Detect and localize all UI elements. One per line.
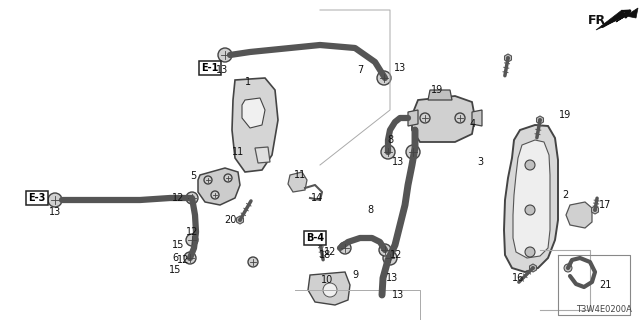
Text: 6: 6 (172, 253, 178, 263)
Circle shape (248, 257, 258, 267)
Text: 1: 1 (245, 77, 251, 87)
Circle shape (379, 244, 391, 256)
Text: 7: 7 (357, 65, 363, 75)
Text: 17: 17 (599, 200, 611, 210)
Polygon shape (529, 264, 536, 272)
Text: 13: 13 (216, 65, 228, 75)
Text: 4: 4 (470, 119, 476, 129)
Circle shape (455, 113, 465, 123)
Text: B-4: B-4 (306, 233, 324, 243)
Circle shape (186, 192, 198, 204)
Circle shape (506, 56, 509, 60)
Circle shape (525, 205, 535, 215)
Text: 15: 15 (169, 265, 181, 275)
Circle shape (525, 247, 535, 257)
Polygon shape (591, 206, 598, 214)
Text: 13: 13 (394, 63, 406, 73)
Polygon shape (232, 78, 278, 172)
Polygon shape (288, 172, 307, 192)
Text: E-3: E-3 (28, 193, 45, 203)
Circle shape (186, 234, 198, 246)
Polygon shape (198, 168, 240, 205)
Text: E-1: E-1 (202, 63, 219, 73)
Circle shape (420, 113, 430, 123)
Text: 19: 19 (431, 85, 443, 95)
Polygon shape (428, 90, 452, 100)
Circle shape (184, 252, 196, 264)
Text: 12: 12 (177, 255, 189, 265)
Text: T3W4E0200A: T3W4E0200A (576, 305, 632, 314)
Text: 15: 15 (172, 240, 184, 250)
Polygon shape (255, 147, 270, 163)
Text: 13: 13 (392, 290, 404, 300)
Circle shape (377, 71, 391, 85)
Circle shape (593, 208, 596, 212)
Circle shape (383, 251, 397, 265)
Text: 12: 12 (172, 193, 184, 203)
Text: 21: 21 (599, 280, 611, 290)
Text: 9: 9 (352, 270, 358, 280)
Text: 16: 16 (512, 273, 524, 283)
Circle shape (239, 219, 242, 222)
Polygon shape (317, 238, 323, 246)
Polygon shape (412, 96, 475, 142)
Circle shape (538, 118, 541, 122)
Polygon shape (408, 110, 418, 126)
Text: 20: 20 (224, 215, 236, 225)
Text: 8: 8 (367, 205, 373, 215)
Text: 13: 13 (386, 273, 398, 283)
Polygon shape (536, 116, 543, 124)
Circle shape (531, 266, 534, 269)
Polygon shape (237, 216, 243, 224)
Text: 10: 10 (321, 275, 333, 285)
Text: 11: 11 (294, 170, 306, 180)
Polygon shape (504, 54, 511, 62)
Circle shape (564, 264, 572, 272)
Polygon shape (513, 140, 550, 258)
Polygon shape (566, 202, 592, 228)
Text: FR.: FR. (588, 13, 611, 27)
Text: 5: 5 (190, 171, 196, 181)
Text: 3: 3 (477, 157, 483, 167)
Circle shape (319, 240, 322, 244)
Text: 8: 8 (387, 135, 393, 145)
Circle shape (204, 176, 212, 184)
Circle shape (406, 145, 420, 159)
Circle shape (525, 160, 535, 170)
Circle shape (339, 242, 351, 254)
Text: 13: 13 (392, 157, 404, 167)
Text: 2: 2 (562, 190, 568, 200)
Text: 12: 12 (390, 250, 402, 260)
Circle shape (48, 193, 62, 207)
Circle shape (218, 48, 232, 62)
Polygon shape (308, 272, 350, 305)
Text: 13: 13 (49, 207, 61, 217)
Text: 14: 14 (311, 193, 323, 203)
Circle shape (224, 174, 232, 182)
Circle shape (211, 191, 219, 199)
Polygon shape (472, 110, 482, 126)
Text: 12: 12 (186, 227, 198, 237)
Text: 18: 18 (319, 250, 331, 260)
Polygon shape (504, 125, 558, 272)
Circle shape (323, 283, 337, 297)
Polygon shape (596, 8, 638, 30)
Text: 19: 19 (559, 110, 571, 120)
Polygon shape (242, 98, 265, 128)
Circle shape (381, 145, 395, 159)
Text: 12: 12 (324, 247, 336, 257)
Text: 11: 11 (232, 147, 244, 157)
